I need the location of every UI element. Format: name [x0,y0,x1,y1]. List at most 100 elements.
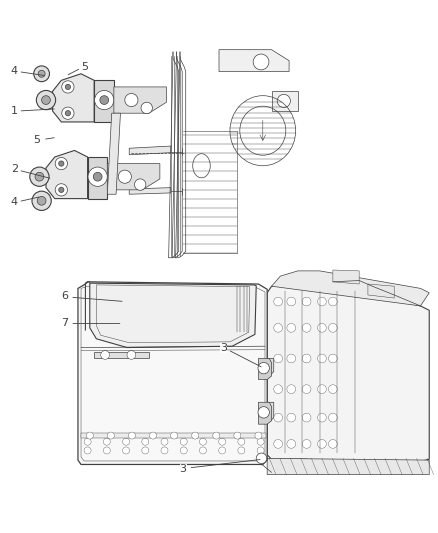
Circle shape [287,354,296,363]
Circle shape [103,438,110,445]
Circle shape [55,184,67,196]
Polygon shape [368,284,394,298]
Circle shape [318,413,326,422]
Circle shape [42,96,50,104]
Circle shape [257,447,264,454]
Polygon shape [263,359,274,376]
Circle shape [287,324,296,332]
Circle shape [86,432,93,439]
Circle shape [38,70,45,77]
Circle shape [84,438,91,445]
Circle shape [258,362,269,374]
Circle shape [142,438,149,445]
Polygon shape [114,87,166,113]
Polygon shape [267,282,429,462]
Circle shape [170,432,177,439]
Circle shape [287,413,296,422]
Polygon shape [258,359,272,379]
Circle shape [161,447,168,454]
Circle shape [274,324,283,332]
Polygon shape [219,50,289,71]
Polygon shape [78,282,267,464]
Circle shape [302,440,311,448]
Circle shape [100,96,109,104]
Circle shape [59,161,64,166]
Circle shape [274,385,283,393]
Polygon shape [90,283,256,348]
Circle shape [128,432,135,439]
Polygon shape [94,352,149,359]
Circle shape [318,385,326,393]
Circle shape [302,413,311,422]
Circle shape [328,354,337,363]
Circle shape [277,94,290,108]
Polygon shape [333,270,359,284]
Circle shape [88,167,107,187]
Circle shape [192,432,199,439]
Polygon shape [53,74,94,122]
Circle shape [274,413,283,422]
Circle shape [125,93,138,107]
Circle shape [328,385,337,393]
Circle shape [256,453,267,464]
Circle shape [328,413,337,422]
Circle shape [318,324,326,332]
Polygon shape [81,433,266,438]
Polygon shape [88,157,107,199]
Circle shape [84,447,91,454]
Circle shape [65,84,71,90]
Circle shape [36,91,56,110]
Text: 4: 4 [11,197,18,207]
Circle shape [253,54,269,70]
Text: 5: 5 [33,135,40,146]
Polygon shape [129,146,171,155]
Circle shape [55,157,67,169]
Circle shape [199,447,206,454]
Text: 4: 4 [11,66,18,76]
Polygon shape [107,113,120,194]
Circle shape [219,438,226,445]
Text: 6: 6 [61,291,68,301]
Circle shape [65,110,71,116]
Circle shape [258,407,269,418]
Circle shape [318,440,326,448]
Circle shape [302,297,311,306]
Polygon shape [272,91,298,111]
Circle shape [118,170,131,183]
Circle shape [302,324,311,332]
Circle shape [149,432,156,439]
Circle shape [62,81,74,93]
Circle shape [287,440,296,448]
Circle shape [219,447,226,454]
Circle shape [134,179,146,190]
Circle shape [103,447,110,454]
Text: 1: 1 [11,106,18,116]
Circle shape [302,354,311,363]
Text: 7: 7 [61,318,68,328]
Circle shape [238,438,245,445]
Circle shape [59,187,64,192]
Circle shape [238,447,245,454]
Polygon shape [272,271,429,306]
Circle shape [161,438,168,445]
Circle shape [123,438,130,445]
Circle shape [37,197,46,205]
Circle shape [95,91,114,110]
Circle shape [274,440,283,448]
Circle shape [93,172,102,181]
Text: 2: 2 [11,164,18,174]
Circle shape [274,354,283,363]
Circle shape [328,297,337,306]
Circle shape [180,447,187,454]
Text: 5: 5 [81,62,88,72]
Text: 3: 3 [220,343,227,352]
Circle shape [287,297,296,306]
Circle shape [255,432,262,439]
Circle shape [142,447,149,454]
Circle shape [257,438,264,445]
Circle shape [318,354,326,363]
Circle shape [34,66,49,82]
Circle shape [328,324,337,332]
Circle shape [302,385,311,393]
Circle shape [107,432,114,439]
